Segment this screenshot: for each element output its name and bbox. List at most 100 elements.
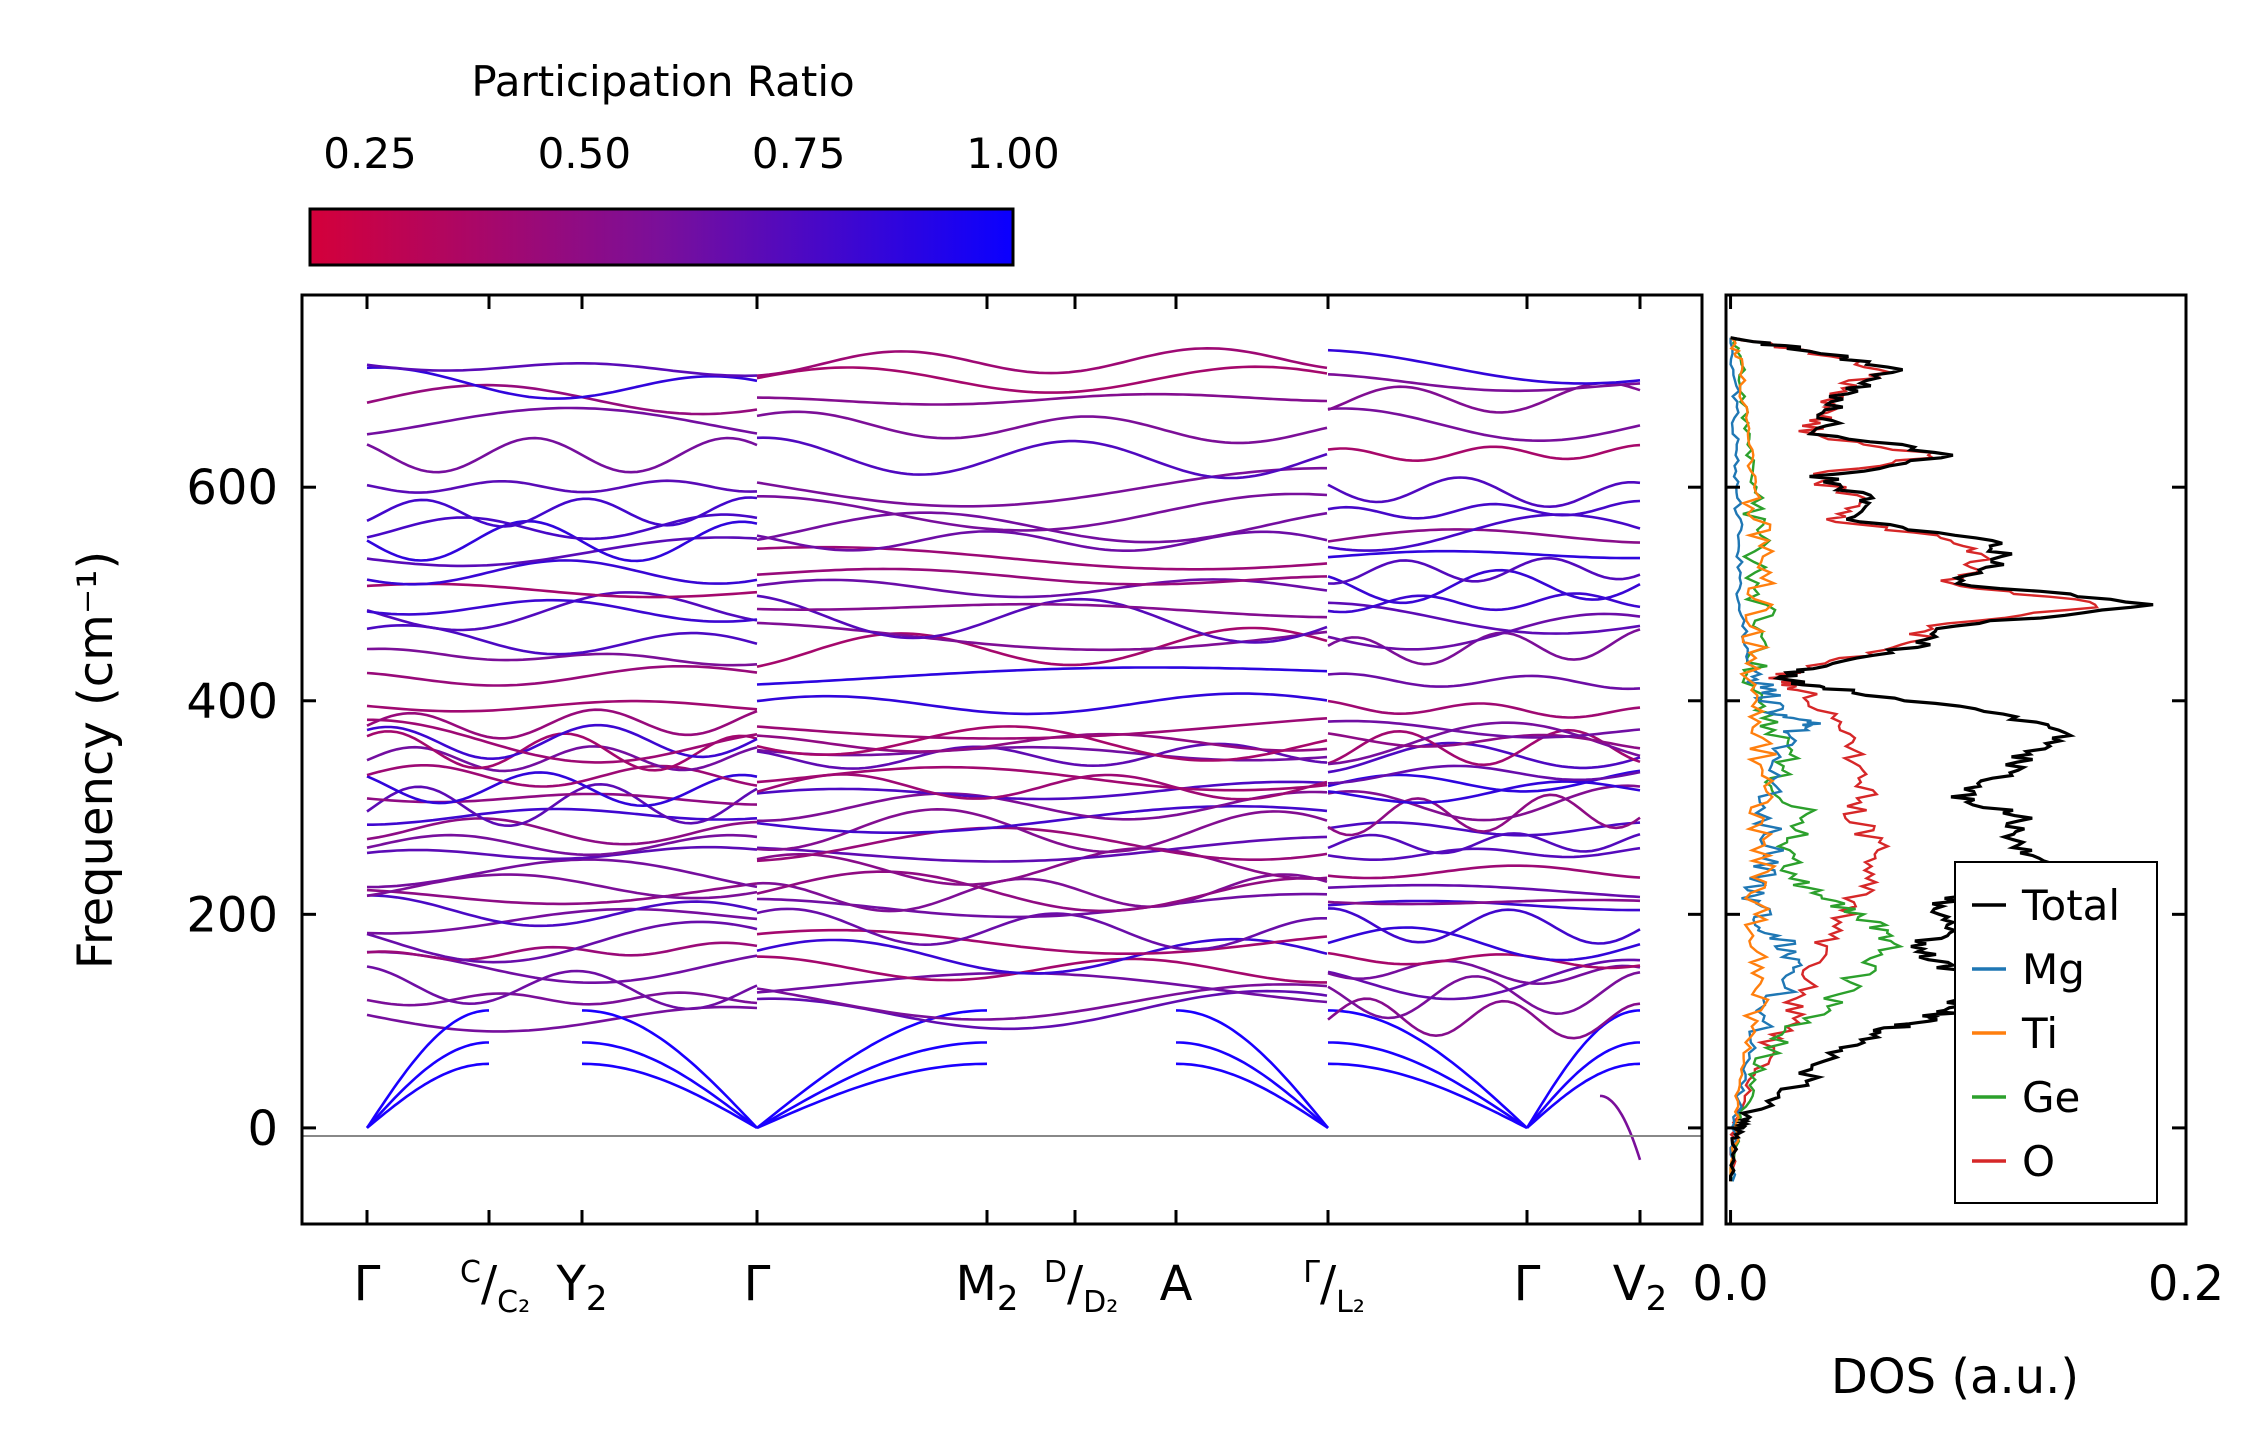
phonon-branch	[757, 790, 1328, 823]
acoustic-branch	[756, 1009, 988, 1129]
phonon-branch	[1327, 499, 1641, 520]
phonon-branch	[756, 692, 1328, 716]
acoustic-branch	[1176, 1041, 1329, 1129]
colorbar-tick-label: 0.50	[538, 129, 632, 178]
svg-text:D: D	[1044, 1255, 1067, 1290]
phonon-branch	[366, 366, 758, 400]
phonon-branch	[1327, 528, 1641, 544]
kpath-label: D/D₂	[1044, 1255, 1118, 1320]
acoustic-branch	[366, 1041, 489, 1129]
phonon-branch	[1327, 959, 1641, 986]
svg-text:Y2: Y2	[556, 1256, 608, 1319]
phonon-branch	[366, 623, 758, 656]
kpath-axis-ticks: Γ C/C₂ Y2 Γ M2D/D₂ A Γ/L₂ Γ V2	[354, 295, 1667, 1320]
phonon-branch	[756, 870, 1328, 913]
phonon-branch	[1327, 721, 1641, 766]
phonon-branch	[1327, 568, 1641, 605]
phonon-branch	[366, 845, 758, 861]
phonon-branch	[366, 591, 758, 632]
phonon-branch	[756, 578, 1328, 599]
frequency-axis-title: Frequency (cm⁻¹)	[68, 551, 124, 969]
phonon-branch	[366, 907, 758, 935]
phonon-branch	[366, 817, 758, 846]
acoustic-branch	[1175, 1009, 1330, 1129]
acoustic-branch	[1525, 1009, 1641, 1129]
phonon-branch	[366, 647, 758, 667]
phonon-branch	[756, 466, 1327, 508]
colorbar-title: Participation Ratio	[471, 57, 854, 106]
svg-text:Γ: Γ	[1303, 1255, 1320, 1290]
svg-text:Γ: Γ	[1514, 1256, 1541, 1312]
acoustic-branch	[1327, 1009, 1528, 1129]
phonon-branch	[366, 496, 758, 528]
phonon-branch	[1327, 601, 1641, 635]
phonon-branch	[756, 826, 1328, 863]
phonon-branch	[1327, 764, 1641, 785]
phonon-branch	[1327, 741, 1641, 774]
frequency-tick-label: 200	[186, 887, 278, 943]
legend-item-total: Total	[1972, 881, 2120, 930]
phonon-branch	[366, 406, 758, 436]
phonon-branch	[756, 989, 1328, 1031]
svg-text:O: O	[2022, 1137, 2055, 1186]
phonon-branch	[1327, 864, 1641, 880]
kpath-label: M2	[955, 1256, 1018, 1319]
colorbar-tick-label: 0.25	[323, 129, 417, 178]
dos-curve-mg	[1729, 337, 1821, 1182]
phonon-branch	[757, 492, 1328, 532]
legend-item-mg: Mg	[1972, 945, 2085, 994]
phonon-branch	[366, 920, 758, 964]
phonon-branch	[366, 361, 758, 378]
frequency-axis-ticks: 0 200 400 600	[186, 460, 1702, 1157]
phonon-branch	[756, 773, 1328, 801]
phonon-branch	[1327, 592, 1641, 614]
phonon-branch	[756, 846, 1328, 886]
kpath-label: V2	[1613, 1256, 1667, 1319]
dos-axis-ticks: 0.0 0.2	[1692, 295, 2224, 1312]
acoustic-branch	[581, 1009, 758, 1129]
phonon-branch	[756, 594, 1328, 644]
phonon-branch	[756, 937, 1328, 975]
svg-text:/L₂: /L₂	[1320, 1256, 1365, 1320]
phonon-branch	[1327, 784, 1641, 822]
phonon-branch	[1327, 612, 1641, 651]
phonon-branch	[756, 511, 1328, 544]
legend: Total Mg Ti Ge O	[1954, 861, 2158, 1204]
svg-text:Γ: Γ	[354, 1256, 381, 1312]
phonon-branch	[366, 873, 758, 900]
phonon-branch	[1327, 958, 1641, 1001]
svg-text:A: A	[1160, 1256, 1193, 1312]
phonon-branch	[756, 365, 1328, 394]
phonon-branches	[365, 346, 1642, 1161]
phonon-branch	[366, 991, 758, 1007]
phonon-branch	[756, 765, 1328, 792]
phonon-branch	[367, 858, 758, 889]
phonon-branch	[1327, 951, 1641, 970]
acoustic-branch	[1328, 1041, 1528, 1129]
frequency-tick-label: 0	[247, 1101, 278, 1157]
phonon-branch	[756, 971, 1328, 1004]
phonon-branch	[1327, 997, 1641, 1040]
acoustic-branch	[365, 1009, 490, 1129]
phonon-branch	[1327, 846, 1641, 862]
dos-axes-frame	[1724, 293, 2188, 1226]
phonon-branch	[1327, 821, 1641, 837]
dos-panel: 0.0 0.2 DOS (a.u.) Total Mg Ti Ge O	[1692, 293, 2224, 1405]
colorbar-tick-label: 0.75	[752, 129, 846, 178]
phonon-branch	[756, 626, 1328, 668]
phonon-branch	[756, 725, 1328, 762]
phonon-branch	[756, 717, 1328, 740]
acoustic-branch	[1175, 1062, 1329, 1129]
phonon-branch	[366, 479, 758, 494]
kpath-label: Γ	[354, 1256, 381, 1312]
phonon-branch	[1327, 407, 1641, 443]
phonon-branch	[1327, 476, 1641, 509]
svg-text:Ti: Ti	[2021, 1009, 2058, 1058]
phonon-branch	[366, 598, 758, 623]
acoustic-branch	[582, 1041, 758, 1129]
kpath-label: Γ/L₂	[1303, 1255, 1365, 1320]
phonon-branch	[756, 928, 1328, 956]
acoustic-branch	[756, 1041, 987, 1130]
phonon-branch	[756, 392, 1328, 406]
phonon-branch	[366, 1005, 758, 1033]
